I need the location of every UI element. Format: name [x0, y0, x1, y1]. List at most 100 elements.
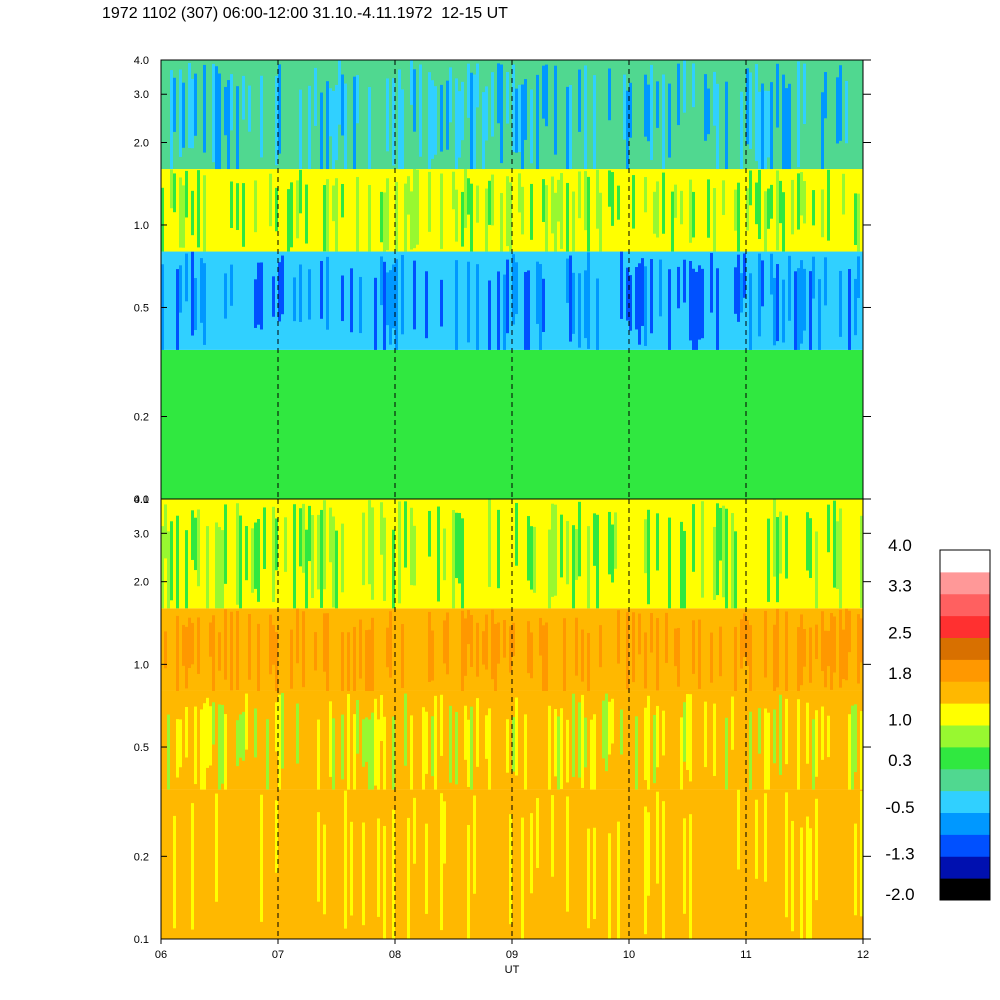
- heatmap-streak: [617, 821, 620, 939]
- colorbar-swatch: [940, 615, 990, 638]
- heatmap-streak: [191, 622, 194, 665]
- heatmap-streak: [563, 618, 566, 691]
- heatmap-streak: [200, 258, 203, 323]
- heatmap-streak: [797, 173, 800, 230]
- heatmap-streak: [512, 717, 515, 772]
- heatmap-streak: [362, 822, 365, 926]
- heatmap-streak: [785, 515, 788, 579]
- colorbar-swatch: [940, 725, 990, 748]
- heatmap-streak: [821, 92, 824, 170]
- heatmap-streak: [455, 711, 458, 785]
- heatmap-streak: [587, 632, 590, 691]
- heatmap-streak: [371, 712, 374, 790]
- y-tick-label: 0.2: [134, 851, 149, 863]
- heatmap-streak: [341, 74, 344, 136]
- heatmap-streak: [227, 80, 230, 170]
- heatmap-streak: [437, 506, 440, 602]
- heatmap-streak: [467, 609, 470, 645]
- heatmap-streak: [488, 280, 491, 350]
- heatmap-streak: [821, 706, 824, 760]
- heatmap-streak: [404, 693, 407, 766]
- heatmap-streak: [857, 614, 860, 684]
- heatmap-streak: [299, 264, 302, 322]
- heatmap-streak: [677, 63, 680, 126]
- heatmap-streak: [845, 80, 848, 144]
- heatmap-streak: [836, 375, 839, 499]
- heatmap-streak: [593, 513, 596, 566]
- heatmap-streak: [713, 526, 716, 600]
- heatmap-streak: [770, 253, 773, 295]
- heatmap-streak: [746, 68, 749, 145]
- heatmap-streak: [791, 361, 794, 450]
- heatmap-streak: [491, 820, 494, 929]
- heatmap-streak: [509, 814, 512, 925]
- heatmap-streak: [860, 515, 863, 608]
- heatmap-streak: [497, 63, 500, 124]
- heatmap-streak: [692, 620, 695, 674]
- heatmap-streak: [230, 181, 233, 229]
- heatmap-streak: [446, 612, 449, 675]
- heatmap-streak: [317, 391, 320, 460]
- heatmap-streak: [224, 369, 227, 499]
- heatmap-streak: [188, 359, 191, 490]
- heatmap-streak: [413, 355, 416, 427]
- heatmap-streak: [230, 264, 233, 306]
- heatmap-streak: [218, 704, 221, 790]
- heatmap-streak: [545, 185, 548, 252]
- heatmap-streak: [608, 170, 611, 207]
- heatmap-streak: [359, 276, 362, 334]
- heatmap-streak: [680, 717, 683, 790]
- heatmap-streak: [434, 86, 437, 155]
- heatmap-streak: [758, 253, 761, 337]
- heatmap-streak: [488, 180, 491, 225]
- heatmap-streak: [485, 614, 488, 670]
- heatmap-streak: [773, 381, 776, 499]
- heatmap-streak: [758, 169, 761, 240]
- heatmap-streak: [365, 630, 368, 691]
- heatmap-streak: [584, 717, 587, 768]
- heatmap-streak: [656, 513, 659, 571]
- heatmap-streak: [458, 355, 461, 460]
- heatmap-streak: [476, 185, 479, 223]
- heatmap-streak: [380, 794, 383, 885]
- heatmap-streak: [206, 697, 209, 768]
- heatmap-streak: [224, 273, 227, 319]
- heatmap-streak: [776, 608, 779, 688]
- heatmap-streak: [224, 86, 227, 136]
- heatmap-streak: [776, 63, 779, 128]
- heatmap-streak: [275, 374, 278, 475]
- heatmap-streak: [380, 695, 383, 742]
- heatmap-streak: [647, 509, 650, 605]
- heatmap-streak: [758, 823, 761, 939]
- heatmap-streak: [395, 181, 398, 252]
- heatmap-streak: [464, 618, 467, 676]
- heatmap-streak: [746, 619, 749, 666]
- heatmap-streak: [293, 277, 296, 322]
- heatmap-streak: [851, 705, 854, 790]
- heatmap-streak: [677, 266, 680, 309]
- heatmap-streak: [410, 715, 413, 790]
- heatmap-streak: [596, 832, 599, 899]
- heatmap-streak: [173, 173, 176, 213]
- heatmap-streak: [812, 190, 815, 226]
- heatmap-streak: [245, 367, 248, 465]
- heatmap-streak: [548, 529, 551, 609]
- heatmap-streak: [761, 83, 764, 170]
- heatmap-streak: [758, 362, 761, 446]
- heatmap-streak: [362, 719, 365, 767]
- heatmap-streak: [317, 812, 320, 902]
- heatmap-streak: [515, 697, 518, 776]
- heatmap-streak: [818, 279, 821, 350]
- heatmap-streak: [275, 702, 278, 752]
- heatmap-streak: [329, 507, 332, 563]
- heatmap-streak: [500, 822, 503, 934]
- heatmap-streak: [278, 64, 281, 154]
- heatmap-streak: [626, 351, 629, 499]
- heatmap-streak: [203, 64, 206, 153]
- heatmap-streak: [629, 275, 632, 331]
- heatmap-streak: [254, 379, 257, 440]
- heatmap-streak: [197, 170, 200, 248]
- heatmap-streak: [236, 720, 239, 767]
- heatmap-streak: [656, 705, 659, 768]
- heatmap-streak: [200, 709, 203, 790]
